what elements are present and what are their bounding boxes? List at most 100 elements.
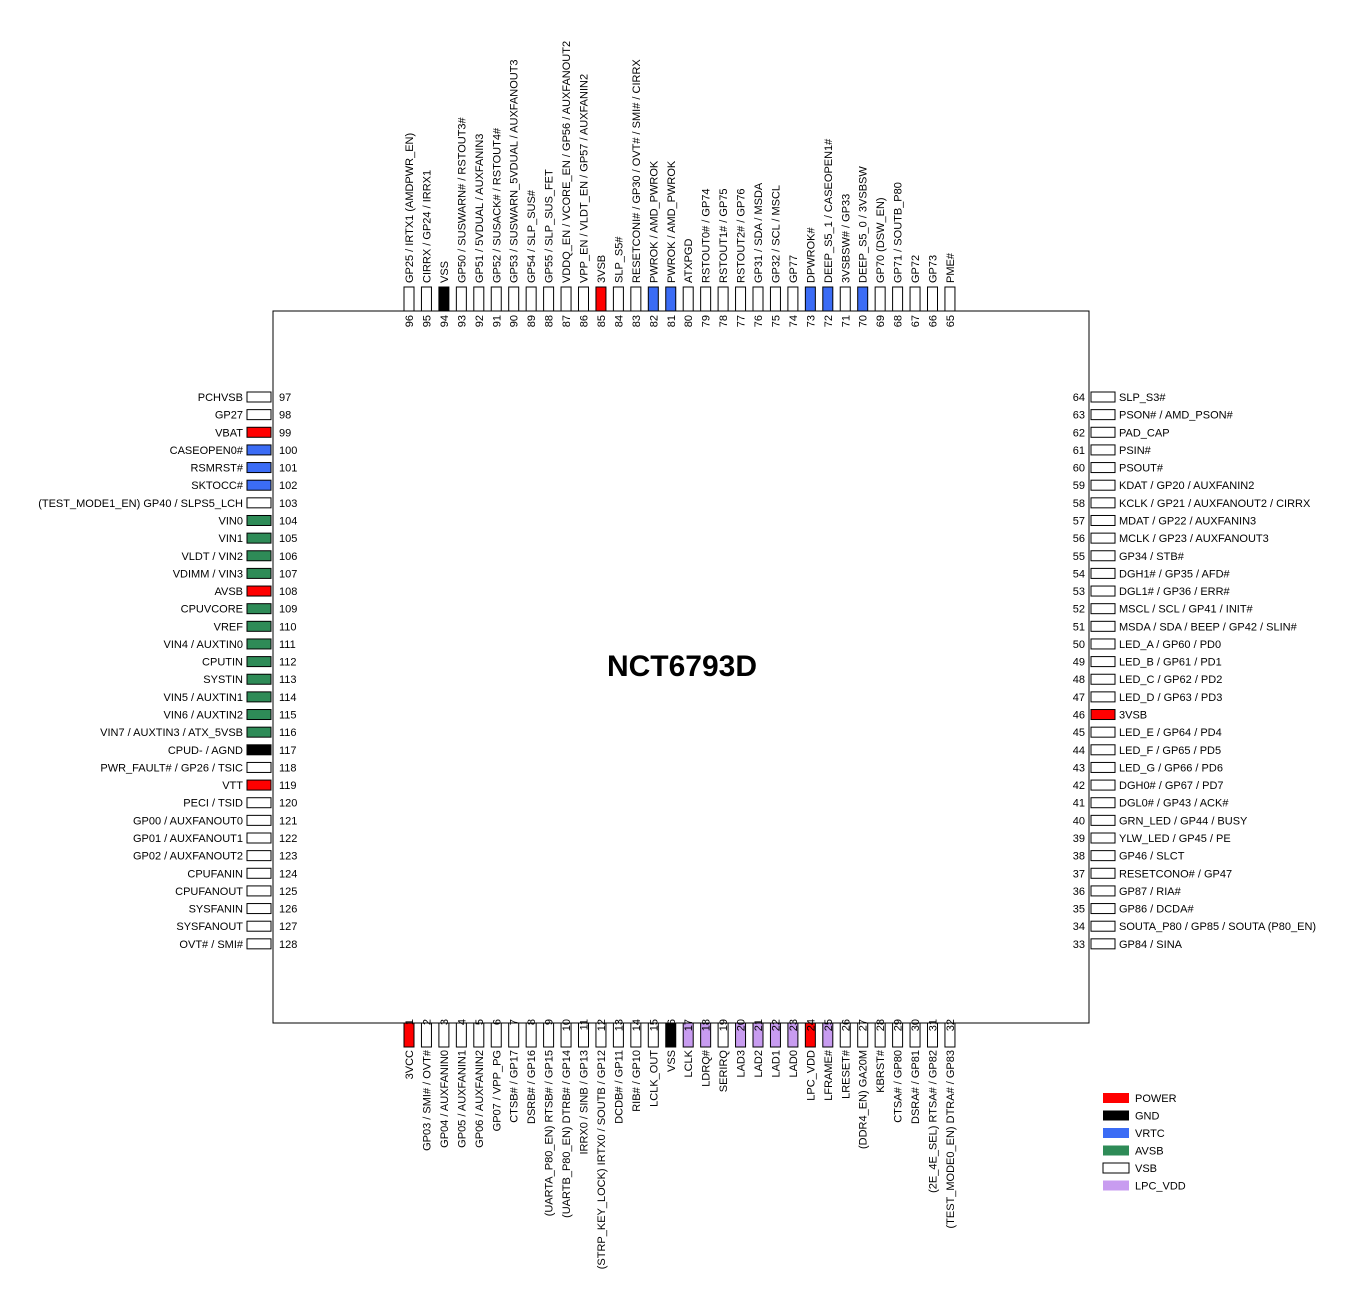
pin-label: SYSTIN (203, 674, 243, 686)
pin-label: GP25 / IRTX1 (AMDPWR_EN) (404, 133, 416, 283)
pin-number: 103 (279, 498, 297, 510)
legend-swatch (1103, 1180, 1129, 1191)
pin-number: 77 (736, 315, 748, 327)
pin-label: DEEP_S5_0 / 3VSBSW (858, 166, 870, 283)
pin-109: 109 CPUVCORE (181, 603, 297, 616)
pin-number: 83 (631, 315, 643, 327)
pin-number: 82 (648, 315, 660, 327)
pin-13: 13 DCDB# / GP11 (612, 1019, 625, 1124)
pin-marker (874, 286, 886, 312)
pin-marker (246, 444, 272, 456)
pin-marker (839, 1022, 851, 1048)
pin-marker (630, 1022, 642, 1048)
pin-label: GP05 / AUXFANIN1 (456, 1050, 468, 1148)
pin-49: 49 LED_B / GP61 / PD1 (1073, 656, 1222, 669)
pin-108: 108 AVSB (214, 585, 297, 598)
pin-marker (717, 1022, 729, 1048)
pin-113: 113 SYSTIN (203, 673, 297, 686)
pin-60: 60 PSOUT# (1073, 462, 1164, 475)
pin-label: LCLK_OUT (648, 1050, 660, 1107)
pin-label: VIN7 / AUXTIN3 / ATX_5VSB (100, 727, 243, 739)
legend-label: VRTC (1135, 1128, 1165, 1140)
pin-57: 57 MDAT / GP22 / AUXFANIN3 (1073, 514, 1256, 527)
pin-59: 59 KDAT / GP20 / AUXFANIN2 (1073, 479, 1254, 492)
legend: POWER GND VRTC AVSB VSB LPC_VDD (1102, 1093, 1186, 1193)
pin-marker (1090, 797, 1116, 809)
pin-marker (700, 1022, 712, 1048)
pin-marker (1090, 691, 1116, 703)
pin-number: 114 (279, 692, 297, 704)
pin-128: 128 OVT# / SMI# (179, 938, 297, 951)
pin-63: 63 PSON# / AMD_PSON# (1073, 409, 1234, 422)
pin-label: GP72 (910, 255, 922, 283)
pin-number: 68 (893, 315, 905, 327)
pin-68: 68 GP71 / SOUTB_P80 (892, 182, 905, 327)
pin-9: 9 (UARTA_P80_EN) RTSB# / GP15 (543, 1019, 556, 1216)
pin-78: 78 RSTOUT1# / GP75 (717, 188, 730, 327)
pin-number: 36 (1073, 886, 1085, 898)
pin-number: 35 (1073, 904, 1085, 916)
pin-24: 24 LPC_VDD (804, 1019, 817, 1101)
pin-marker (927, 286, 938, 312)
pin-number: 2 (421, 1019, 433, 1025)
pin-marker (473, 286, 485, 312)
pin-number: 43 (1073, 762, 1085, 774)
pin-marker (1090, 656, 1116, 668)
pin-marker (525, 286, 537, 312)
pin-number: 39 (1073, 833, 1085, 845)
pin-43: 43 LED_G / GP66 / PD6 (1073, 761, 1223, 774)
pin-label: LPC_VDD (805, 1050, 817, 1101)
legend-label: AVSB (1135, 1146, 1164, 1158)
pin-100: 100 CASEOPEN0# (170, 444, 297, 457)
pin-marker (1090, 832, 1116, 844)
pin-97: 97 PCHVSB (198, 391, 291, 404)
pin-marker (246, 532, 272, 544)
pin-number: 99 (279, 427, 291, 439)
pin-54: 54 DGH1# / GP35 / AFD# (1073, 567, 1231, 580)
pin-number: 92 (474, 315, 486, 327)
pin-label: GP31 / SDA / MSDA (753, 182, 765, 283)
pin-number: 89 (526, 315, 538, 327)
pin-marker (595, 1022, 607, 1048)
pin-label: GP34 / STB# (1119, 551, 1185, 563)
pin-76: 76 GP31 / SDA / MSDA (752, 182, 765, 327)
pin-17: 17 LCLK (682, 1019, 695, 1078)
pin-73: 73 DPWROK# (804, 227, 817, 327)
pin-number: 55 (1073, 551, 1085, 563)
pin-label: PSON# / AMD_PSON# (1119, 410, 1234, 422)
pin-label: VTT (222, 780, 243, 792)
pin-102: 102 SKTOCC# (191, 479, 297, 492)
pin-number: 22 (770, 1019, 782, 1031)
pin-marker (665, 286, 677, 312)
pin-number: 122 (279, 833, 297, 845)
pin-marker (1090, 444, 1116, 456)
pin-marker (944, 286, 956, 312)
pin-label: DGL0# / GP43 / ACK# (1119, 798, 1229, 810)
pin-label: PME# (945, 252, 957, 283)
pin-number: 34 (1073, 921, 1085, 933)
pin-number: 123 (279, 851, 297, 863)
pin-label: (UARTB_P80_EN) DTRB# / GP14 (561, 1050, 573, 1218)
pin-81: 81 PWROK / AMD_PWROK (665, 160, 678, 327)
pin-marker (246, 603, 272, 615)
pin-36: 36 GP87 / RIA# (1073, 885, 1182, 898)
pin-label: GP73 (928, 255, 940, 283)
pin-label: GP70 (DSW_EN) (875, 197, 887, 283)
pin-1: 1 3VCC (403, 1019, 416, 1079)
legend-swatch (1103, 1145, 1129, 1156)
pin-65: 65 PME# (944, 252, 957, 327)
pin-label: LED_A / GP60 / PD0 (1119, 639, 1221, 651)
pin-marker (857, 1022, 869, 1048)
pin-label: LAD1 (770, 1050, 782, 1078)
pin-marker (543, 286, 555, 312)
pin-number: 79 (701, 315, 713, 327)
pin-18: 18 LDRQ# (700, 1019, 713, 1087)
pin-marker (473, 1022, 485, 1048)
pin-marker (769, 1022, 781, 1048)
pin-label: PSIN# (1119, 445, 1152, 457)
pin-69: 69 GP70 (DSW_EN) (874, 197, 887, 327)
pin-marker (927, 1022, 938, 1048)
pin-number: 125 (279, 886, 297, 898)
pin-marker (1090, 709, 1116, 721)
pin-label: SYSFANIN (189, 904, 243, 916)
